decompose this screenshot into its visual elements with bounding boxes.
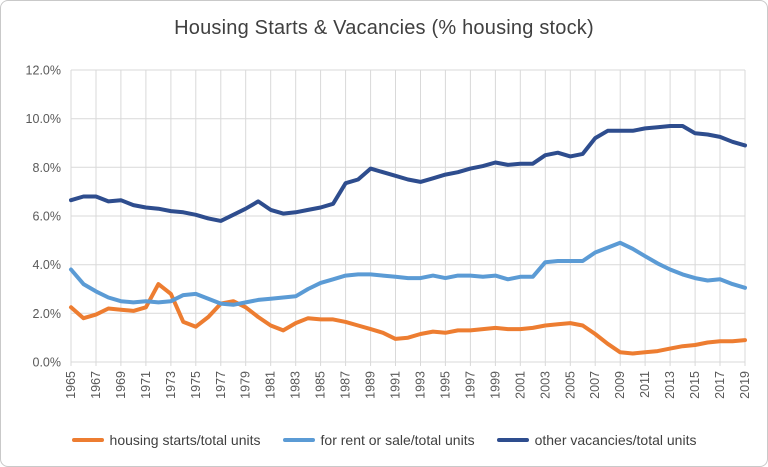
horizontal-gridlines bbox=[71, 69, 745, 363]
x-tick-label: 1973 bbox=[164, 371, 178, 399]
x-tick-label: 2011 bbox=[638, 371, 652, 398]
x-tick-label: 2001 bbox=[513, 371, 527, 399]
x-tick-label: 2007 bbox=[588, 371, 602, 399]
x-tick-label: 1967 bbox=[89, 371, 103, 399]
x-tick-label: 1999 bbox=[488, 371, 502, 399]
x-tick-label: 1985 bbox=[314, 371, 328, 399]
x-axis-labels: 1965 1967 1969 1971 1973 1975 1977 1979 1981 1983… bbox=[64, 371, 752, 399]
x-tick-label: 2015 bbox=[688, 371, 702, 399]
x-tick-label: 1989 bbox=[364, 371, 378, 399]
chart-legend: housing starts/total units for rent or s… bbox=[1, 432, 767, 448]
series-line-0 bbox=[69, 282, 747, 356]
x-tick-label: 1995 bbox=[438, 371, 452, 399]
x-tick-label: 1993 bbox=[414, 371, 428, 399]
legend-label-housing-starts: housing starts/total units bbox=[109, 432, 261, 448]
legend-item-housing-starts: housing starts/total units bbox=[71, 432, 261, 448]
x-tick-label: 2005 bbox=[563, 371, 577, 399]
series-line-2 bbox=[69, 124, 747, 223]
line-chart-plot-area: 0.0%2.0%4.0%6.0%8.0%10.0%12.0%1965 1967 19… bbox=[26, 64, 752, 399]
x-tick-label: 1969 bbox=[114, 371, 128, 399]
y-tick-label: 6.0% bbox=[33, 210, 62, 224]
y-tick-label: 8.0% bbox=[33, 161, 62, 175]
legend-item-other-vacancies: other vacancies/total units bbox=[496, 432, 697, 448]
x-tick-label: 2019 bbox=[738, 371, 752, 399]
y-axis-labels: 0.0% 2.0% 4.0% 6.0% 8.0% 10.0% 12.0% bbox=[26, 64, 61, 370]
x-tick-label: 1983 bbox=[289, 371, 303, 399]
x-tick-label: 1977 bbox=[214, 371, 228, 399]
y-tick-label: 0.0% bbox=[33, 356, 62, 370]
y-tick-label: 10.0% bbox=[26, 112, 61, 126]
x-tick-label: 1979 bbox=[239, 371, 253, 399]
x-tick-label: 1971 bbox=[139, 371, 153, 399]
x-tick-label: 2017 bbox=[713, 371, 727, 399]
series-line-1 bbox=[69, 240, 747, 307]
y-tick-label: 12.0% bbox=[26, 64, 61, 78]
x-tick-label: 2003 bbox=[538, 371, 552, 399]
x-tick-label: 2013 bbox=[663, 371, 677, 399]
legend-line-swatch-dark-blue bbox=[496, 438, 529, 442]
legend-line-swatch-orange bbox=[71, 438, 104, 442]
legend-line-swatch-light-blue bbox=[282, 438, 315, 442]
legend-label-other-vacancies: other vacancies/total units bbox=[534, 432, 697, 448]
y-tick-label: 2.0% bbox=[33, 307, 62, 321]
y-tick-label: 4.0% bbox=[33, 258, 62, 272]
x-tick-label: 1997 bbox=[463, 371, 477, 399]
legend-item-for-rent-or-sale: for rent or sale/total units bbox=[282, 432, 475, 448]
x-tick-label: 1991 bbox=[389, 371, 403, 399]
x-tick-label: 1965 bbox=[64, 371, 78, 399]
x-tick-label: 2009 bbox=[613, 371, 627, 399]
x-tick-label: 1987 bbox=[339, 371, 353, 399]
x-tick-label: 1975 bbox=[189, 371, 203, 399]
legend-label-for-rent-or-sale: for rent or sale/total units bbox=[320, 432, 475, 448]
chart-title: Housing Starts & Vacancies (% housing st… bbox=[174, 17, 594, 39]
x-tick-label: 1981 bbox=[264, 371, 278, 399]
vertical-gridlines bbox=[70, 70, 746, 366]
